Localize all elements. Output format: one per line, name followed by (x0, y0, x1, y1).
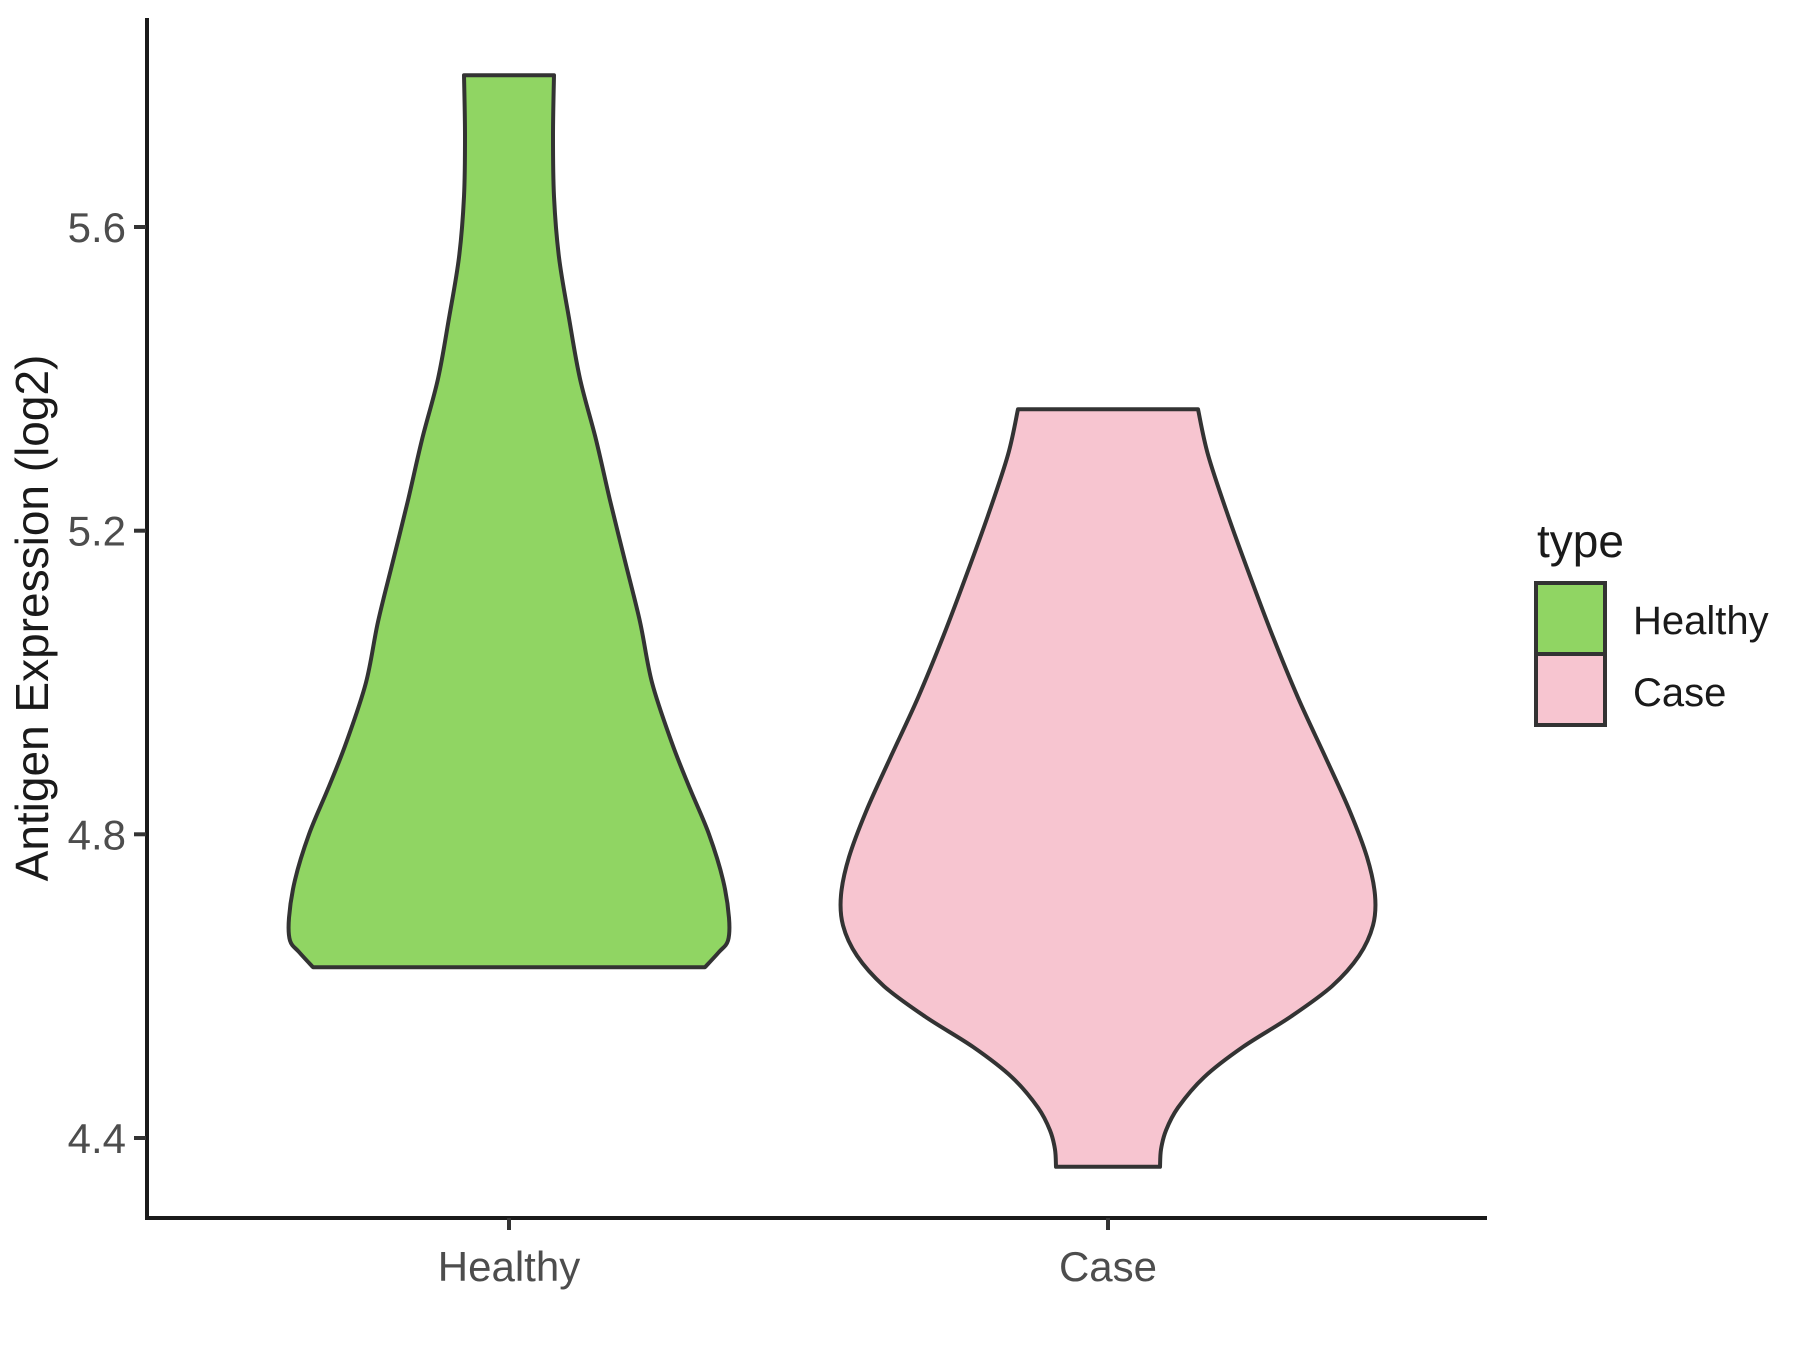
violin-case (838, 407, 1378, 1169)
legend-key-case-swatch (1534, 652, 1607, 727)
legend-key-healthy-swatch (1534, 581, 1607, 656)
x-tick-label-healthy: Healthy (438, 1243, 580, 1290)
violin-healthy (286, 73, 732, 970)
x-tick-label-case: Case (1059, 1243, 1157, 1290)
y-tick-label: 4.4 (68, 1115, 126, 1162)
legend-title: type (1537, 515, 1624, 567)
y-axis-ticks: 5.6 5.2 4.8 4.4 (68, 204, 146, 1162)
y-tick-label: 5.2 (68, 508, 126, 555)
y-tick-label: 5.6 (68, 204, 126, 251)
x-axis-ticks: Healthy Case (438, 1218, 1157, 1290)
legend-label-case: Case (1633, 671, 1726, 715)
legend: type Healthy Case (1534, 515, 1769, 727)
violins-group (286, 73, 1378, 1169)
legend-label-healthy: Healthy (1633, 599, 1769, 643)
y-tick-label: 4.8 (68, 811, 126, 858)
y-axis-title: Antigen Expression (log2) (6, 355, 58, 882)
